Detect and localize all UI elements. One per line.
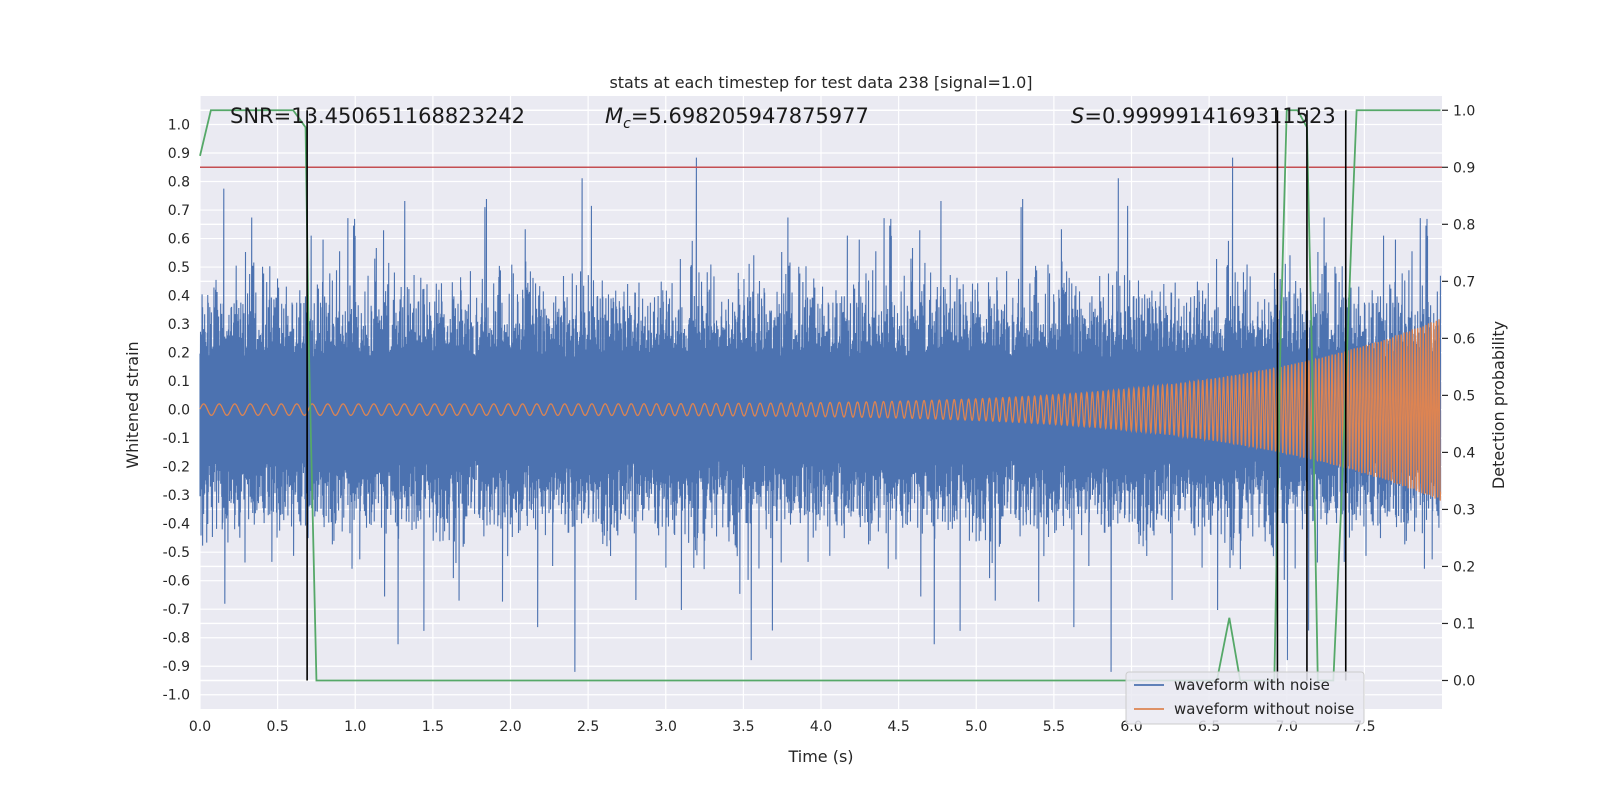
y-tick-label: -0.6	[163, 574, 190, 590]
y-tick-label: 0.4	[168, 289, 190, 305]
y-tick-label: 0.1	[168, 374, 190, 390]
right-tick-label: 0.5	[1453, 388, 1475, 404]
x-tick-label: 3.5	[732, 719, 754, 735]
y-tick-label: 0.2	[168, 346, 190, 362]
chirp-mass-annotation: Mc=5.698205947875977	[605, 104, 869, 132]
s-symbol: S	[1071, 104, 1084, 128]
x-tick-label: 2.0	[499, 719, 521, 735]
right-tick-label: 0.1	[1453, 616, 1475, 632]
y-tick-label: 0.6	[168, 232, 190, 248]
legend-box	[1125, 671, 1365, 725]
x-tick-label: 4.5	[887, 719, 909, 735]
right-tick-label: 0.4	[1453, 445, 1475, 461]
s-annotation: S=0.9999914169311523	[1071, 104, 1336, 128]
y-tick-label: 0.7	[168, 203, 190, 219]
x-tick-label: 3.0	[655, 719, 677, 735]
noise-trace	[199, 157, 1441, 672]
legend: waveform with noise waveform without noi…	[1125, 671, 1365, 725]
right-tick-label: 0.6	[1453, 331, 1475, 347]
x-tick-label: 2.5	[577, 719, 599, 735]
chirp-mass-symbol: M	[605, 104, 623, 128]
right-tick-label: 0.7	[1453, 274, 1475, 290]
y-axis-label: Whitened strain	[123, 341, 142, 468]
y-tick-label: 1.0	[168, 118, 190, 134]
y-tick-label: 0.8	[168, 175, 190, 191]
y-tick-label: -1.0	[163, 688, 190, 704]
y-tick-label: -0.8	[163, 631, 190, 647]
chirp-trace	[199, 319, 1442, 501]
x-tick-label: 5.5	[1043, 719, 1065, 735]
series-waveform-without-noise	[199, 319, 1442, 501]
x-axis-label: Time (s)	[787, 747, 853, 766]
x-tick-label: 1.5	[422, 719, 444, 735]
x-tick-label: 4.0	[810, 719, 832, 735]
y-tick-label: -0.1	[163, 431, 190, 447]
chirp-mass-value: =5.698205947875977	[631, 104, 869, 128]
x-tick-label: 5.0	[965, 719, 987, 735]
right-tick-label: 1.0	[1453, 103, 1475, 119]
right-tick-label: 0.0	[1453, 673, 1475, 689]
s-value: =0.9999914169311523	[1084, 104, 1335, 128]
legend-label-noise: waveform with noise	[1174, 676, 1330, 694]
y-tick-label: 0.9	[168, 146, 190, 162]
chart-title: stats at each timestep for test data 238…	[609, 73, 1032, 92]
y-tick-label: -0.2	[163, 460, 190, 476]
right-axis-ticks: 1.0 0.9 0.8 0.7 0.6 0.5 0.4 0.3 0.2 0.1 0.0	[1442, 103, 1475, 689]
x-tick-label: 0.0	[189, 719, 211, 735]
right-tick-label: 0.8	[1453, 217, 1475, 233]
right-tick-label: 0.2	[1453, 559, 1475, 575]
x-tick-label: 1.0	[344, 719, 366, 735]
snr-annotation: SNR=13.450651168823242	[230, 104, 525, 128]
right-tick-label: 0.9	[1453, 160, 1475, 176]
chirp-mass-subscript: c	[623, 116, 631, 132]
right-tick-label: 0.3	[1453, 502, 1475, 518]
y-tick-label: 0.0	[168, 403, 190, 419]
y-tick-label: -0.9	[163, 659, 190, 675]
y-tick-label: 0.5	[168, 260, 190, 276]
y-tick-label: -0.3	[163, 488, 190, 504]
legend-label-clean: waveform without noise	[1174, 700, 1354, 718]
y-tick-label: 0.3	[168, 317, 190, 333]
right-axis-label: Detection probability	[1489, 321, 1508, 489]
x-tick-label: 0.5	[266, 719, 288, 735]
y-tick-label: -0.7	[163, 602, 190, 618]
series-waveform-with-noise	[199, 157, 1441, 672]
y-tick-label: -0.5	[163, 545, 190, 561]
vertical-markers	[306, 110, 1347, 681]
y-tick-label: -0.4	[163, 517, 190, 533]
y-axis-ticks: 1.0 0.9 0.8 0.7 0.6 0.5 0.4 0.3 0.2 0.1 0.0 -0.1 -0.…	[163, 118, 190, 704]
